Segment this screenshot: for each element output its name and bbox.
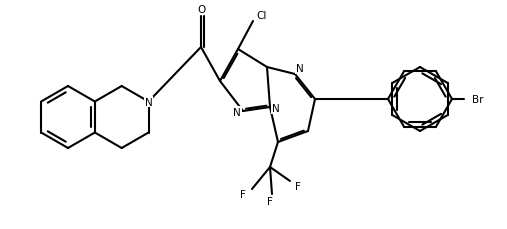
Text: N: N <box>272 104 280 114</box>
Text: N: N <box>296 64 304 74</box>
Text: F: F <box>295 181 301 191</box>
Text: O: O <box>197 5 205 15</box>
Text: F: F <box>240 189 246 199</box>
Text: Br: Br <box>472 95 484 105</box>
Text: N: N <box>233 108 241 117</box>
Text: Cl: Cl <box>256 11 266 21</box>
Text: F: F <box>267 196 273 206</box>
Text: N: N <box>144 97 153 107</box>
